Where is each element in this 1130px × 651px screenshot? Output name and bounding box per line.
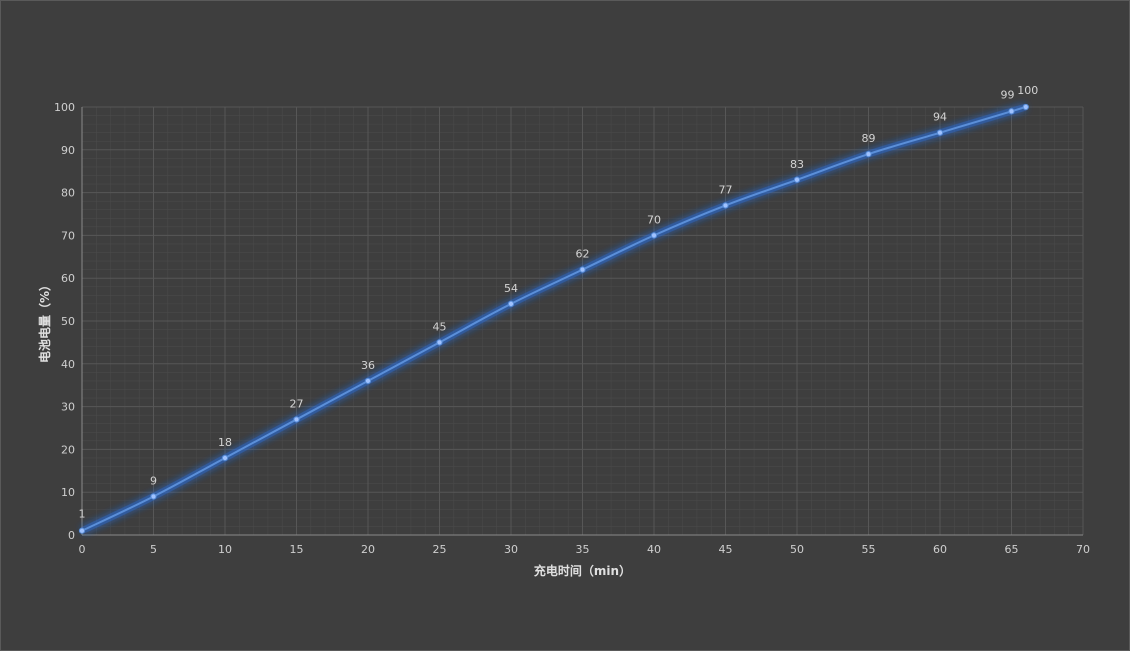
x-tick-label: 25	[433, 543, 447, 556]
y-tick-label: 100	[54, 101, 75, 114]
y-axis-title: 电池电量（%）	[37, 279, 52, 363]
data-point	[722, 202, 729, 209]
x-tick-label: 15	[290, 543, 304, 556]
x-tick-label: 5	[150, 543, 157, 556]
data-point	[150, 493, 157, 500]
grid	[81, 106, 1084, 536]
data-points	[78, 103, 1029, 534]
data-label: 9	[150, 474, 157, 487]
x-tick-label: 40	[647, 543, 661, 556]
x-tick-label: 20	[361, 543, 375, 556]
data-label: 77	[719, 183, 733, 196]
data-point	[507, 300, 515, 307]
data-point	[865, 150, 872, 158]
x-tick-label: 55	[862, 543, 876, 556]
x-tick-label: 45	[719, 543, 733, 556]
y-tick-label: 10	[61, 486, 75, 499]
data-label: 54	[504, 282, 518, 295]
x-tick-label: 35	[576, 543, 590, 556]
data-label: 27	[290, 397, 304, 410]
x-tick-label: 50	[790, 543, 804, 556]
data-point	[364, 377, 372, 385]
y-tick-label: 40	[61, 358, 75, 371]
y-tick-label: 0	[68, 529, 75, 542]
y-tick-label: 20	[61, 443, 75, 456]
data-label: 70	[647, 213, 661, 226]
data-label: 62	[576, 248, 590, 261]
data-label: 83	[790, 158, 804, 171]
x-tick-label: 30	[504, 543, 518, 556]
data-point	[1008, 108, 1015, 115]
series-path	[81, 106, 1027, 532]
data-point	[293, 416, 300, 423]
y-tick-label: 50	[61, 315, 75, 328]
data-point	[78, 527, 86, 534]
axes: 0 5 10 15 20 25 30 35 40 45 50 55 60 65 70 0 10 20 30 40 50 6…	[54, 101, 1090, 556]
data-label: 89	[862, 132, 876, 145]
y-tick-label: 60	[61, 272, 75, 285]
x-tick-label: 10	[218, 543, 232, 556]
data-point	[936, 129, 944, 136]
x-axis-title: 充电时间（min）	[534, 563, 631, 578]
x-tick-label: 0	[79, 543, 86, 556]
data-label: 100	[1017, 84, 1038, 97]
data-point	[793, 176, 801, 183]
y-tick-label: 80	[61, 187, 75, 200]
data-point	[221, 454, 229, 462]
data-point	[650, 232, 658, 239]
data-point	[1022, 103, 1029, 111]
data-point	[436, 339, 443, 346]
y-tick-label: 30	[61, 401, 75, 414]
y-tick-label: 90	[61, 144, 75, 157]
data-labels: 1 9 18 27 36 45 54 62 70 77 83 89 94 99 100	[79, 84, 1039, 521]
data-label: 94	[933, 111, 947, 124]
data-label: 45	[433, 320, 447, 333]
data-label: 99	[1001, 88, 1015, 101]
x-tick-label: 60	[933, 543, 947, 556]
x-tick-label: 70	[1076, 543, 1090, 556]
y-tick-label: 70	[61, 229, 75, 242]
data-label: 18	[218, 436, 232, 449]
data-point	[579, 266, 586, 273]
x-tick-label: 65	[1005, 543, 1019, 556]
series-line	[80, 103, 1027, 534]
data-label: 1	[79, 508, 86, 521]
data-label: 36	[361, 359, 375, 372]
